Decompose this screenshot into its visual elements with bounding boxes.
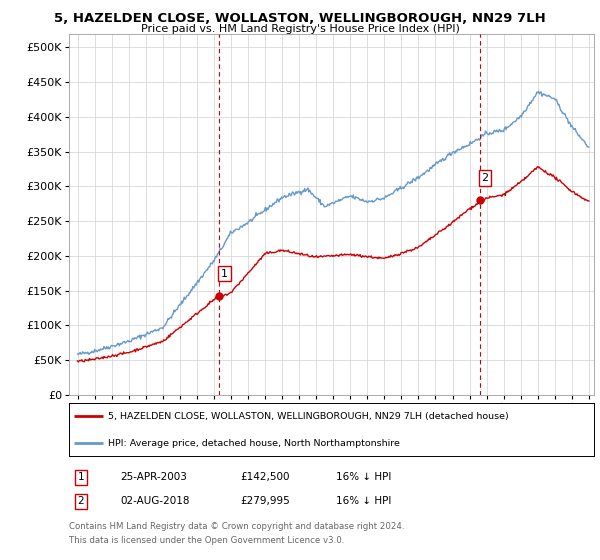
Text: 25-APR-2003: 25-APR-2003: [120, 472, 187, 482]
Text: 2: 2: [481, 173, 488, 183]
Text: 1: 1: [221, 269, 228, 278]
Text: £142,500: £142,500: [240, 472, 290, 482]
Text: This data is licensed under the Open Government Licence v3.0.: This data is licensed under the Open Gov…: [69, 536, 344, 545]
Text: £279,995: £279,995: [240, 496, 290, 506]
Text: 1: 1: [77, 472, 85, 482]
Text: HPI: Average price, detached house, North Northamptonshire: HPI: Average price, detached house, Nort…: [109, 438, 400, 447]
Text: 02-AUG-2018: 02-AUG-2018: [120, 496, 190, 506]
Text: 5, HAZELDEN CLOSE, WOLLASTON, WELLINGBOROUGH, NN29 7LH (detached house): 5, HAZELDEN CLOSE, WOLLASTON, WELLINGBOR…: [109, 412, 509, 421]
Text: 16% ↓ HPI: 16% ↓ HPI: [336, 472, 391, 482]
Text: 5, HAZELDEN CLOSE, WOLLASTON, WELLINGBOROUGH, NN29 7LH: 5, HAZELDEN CLOSE, WOLLASTON, WELLINGBOR…: [54, 12, 546, 25]
Text: Price paid vs. HM Land Registry's House Price Index (HPI): Price paid vs. HM Land Registry's House …: [140, 24, 460, 34]
Text: Contains HM Land Registry data © Crown copyright and database right 2024.: Contains HM Land Registry data © Crown c…: [69, 522, 404, 531]
Text: 16% ↓ HPI: 16% ↓ HPI: [336, 496, 391, 506]
Text: 2: 2: [77, 496, 85, 506]
